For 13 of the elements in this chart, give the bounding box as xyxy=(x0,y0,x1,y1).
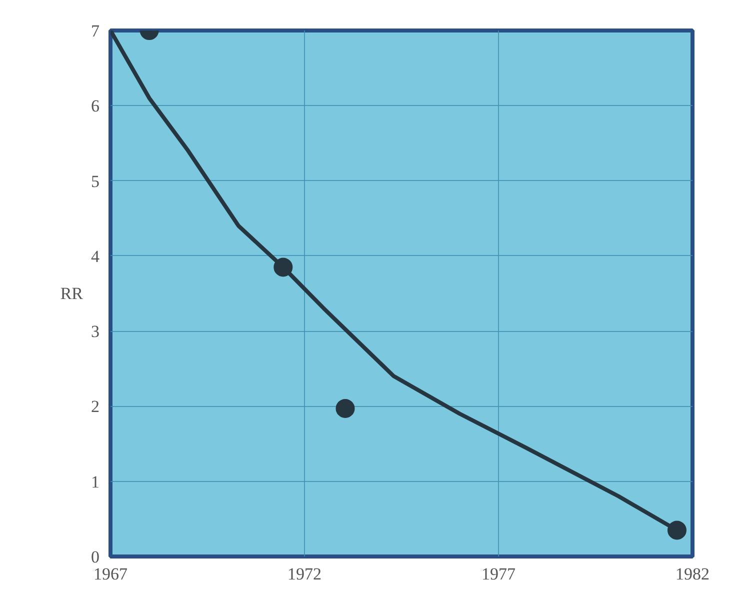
x-tick-label: 1972 xyxy=(288,564,322,584)
y-tick-label: 6 xyxy=(91,96,100,116)
y-tick-label: 3 xyxy=(91,322,100,342)
x-tick-label: 1967 xyxy=(94,564,128,584)
y-tick-label: 5 xyxy=(91,172,100,191)
y-tick-label: 1 xyxy=(91,472,100,492)
x-tick-label: 1977 xyxy=(482,564,516,584)
y-tick-label: 4 xyxy=(91,246,100,266)
y-tick-label: 0 xyxy=(91,548,100,566)
y-tick-label: 7 xyxy=(91,22,100,40)
y-tick-label: 2 xyxy=(91,397,100,416)
y-axis-title: RR xyxy=(60,284,84,303)
x-tick-label: 1982 xyxy=(676,564,710,584)
